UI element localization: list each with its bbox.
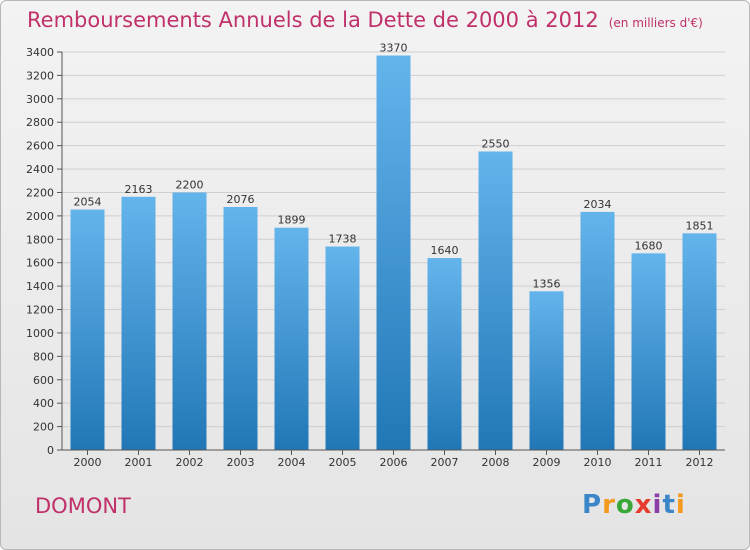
data-label: 2076 [227, 193, 255, 206]
y-tick-label: 1000 [26, 327, 54, 340]
logo-letter: i [652, 490, 663, 520]
bar [427, 258, 462, 450]
data-label: 2163 [125, 183, 153, 196]
logo-letter: o [615, 490, 635, 520]
x-tick-label: 2009 [533, 456, 561, 469]
y-tick-label: 3000 [26, 93, 54, 106]
logo-letter: i [675, 490, 686, 520]
data-label: 1680 [635, 239, 663, 252]
y-tick-label: 800 [33, 350, 54, 363]
y-tick-label: 600 [33, 374, 54, 387]
proxiti-logo[interactable]: Proxiti [582, 490, 686, 520]
y-tick-label: 0 [47, 444, 54, 457]
bar [70, 209, 105, 450]
data-label: 2200 [176, 178, 204, 191]
data-label: 2034 [584, 198, 612, 211]
x-tick-label: 2012 [686, 456, 714, 469]
x-tick-label: 2011 [635, 456, 663, 469]
y-tick-label: 3400 [26, 46, 54, 59]
bar [121, 196, 156, 450]
bar [478, 151, 513, 450]
x-tick-label: 2001 [125, 456, 153, 469]
data-label: 1356 [533, 277, 561, 290]
x-tick-label: 2007 [431, 456, 459, 469]
data-label: 2054 [74, 196, 102, 209]
bar [325, 246, 360, 450]
bar [631, 253, 666, 450]
chart-title-text: Remboursements Annuels de la Dette de 20… [27, 8, 599, 32]
x-tick-label: 2010 [584, 456, 612, 469]
x-tick-label: 2005 [329, 456, 357, 469]
data-label: 1738 [329, 233, 357, 246]
data-label: 1640 [431, 244, 459, 257]
y-tick-label: 1200 [26, 304, 54, 317]
x-tick-label: 2006 [380, 456, 408, 469]
logo-letter: P [582, 490, 603, 520]
data-label: 1899 [278, 214, 306, 227]
y-tick-label: 2800 [26, 116, 54, 129]
y-tick-label: 200 [33, 421, 54, 434]
y-tick-label: 2000 [26, 210, 54, 223]
data-label: 2550 [482, 138, 510, 151]
data-label: 1851 [686, 219, 714, 232]
y-tick-label: 1600 [26, 257, 54, 270]
x-tick-label: 2003 [227, 456, 255, 469]
x-tick-label: 2004 [278, 456, 306, 469]
chart-title: Remboursements Annuels de la Dette de 20… [27, 8, 703, 32]
x-tick-label: 2008 [482, 456, 510, 469]
y-tick-label: 1400 [26, 280, 54, 293]
bar [223, 206, 258, 450]
bar [580, 211, 615, 450]
logo-letter: r [602, 490, 616, 520]
logo-letter: x [634, 490, 653, 520]
y-axis: 0 200 400 600 800 1000 1200 1400 1600 1800 2000 220… [26, 46, 63, 457]
bars: 2054 2163 2200 2076 1899 1738 3370 1640 2550 1356… [70, 42, 717, 450]
bar [529, 291, 564, 450]
bar [274, 227, 309, 450]
bar [172, 192, 207, 450]
x-axis: 2000 2001 2002 2003 2004 2005 2006 2007 2008 2009… [62, 449, 725, 469]
y-tick-label: 1800 [26, 233, 54, 246]
city-name: DOMONT [35, 494, 131, 518]
y-tick-label: 400 [33, 397, 54, 410]
bar [682, 233, 717, 450]
y-tick-label: 2200 [26, 186, 54, 199]
y-tick-label: 2400 [26, 163, 54, 176]
bar [376, 55, 411, 450]
chart-unit: (en milliers d'€) [608, 16, 703, 30]
x-tick-label: 2000 [74, 456, 102, 469]
logo-letter: t [662, 490, 676, 520]
data-label: 3370 [380, 42, 408, 55]
y-tick-label: 2600 [26, 140, 54, 153]
y-tick-label: 3200 [26, 69, 54, 82]
x-tick-label: 2002 [176, 456, 204, 469]
